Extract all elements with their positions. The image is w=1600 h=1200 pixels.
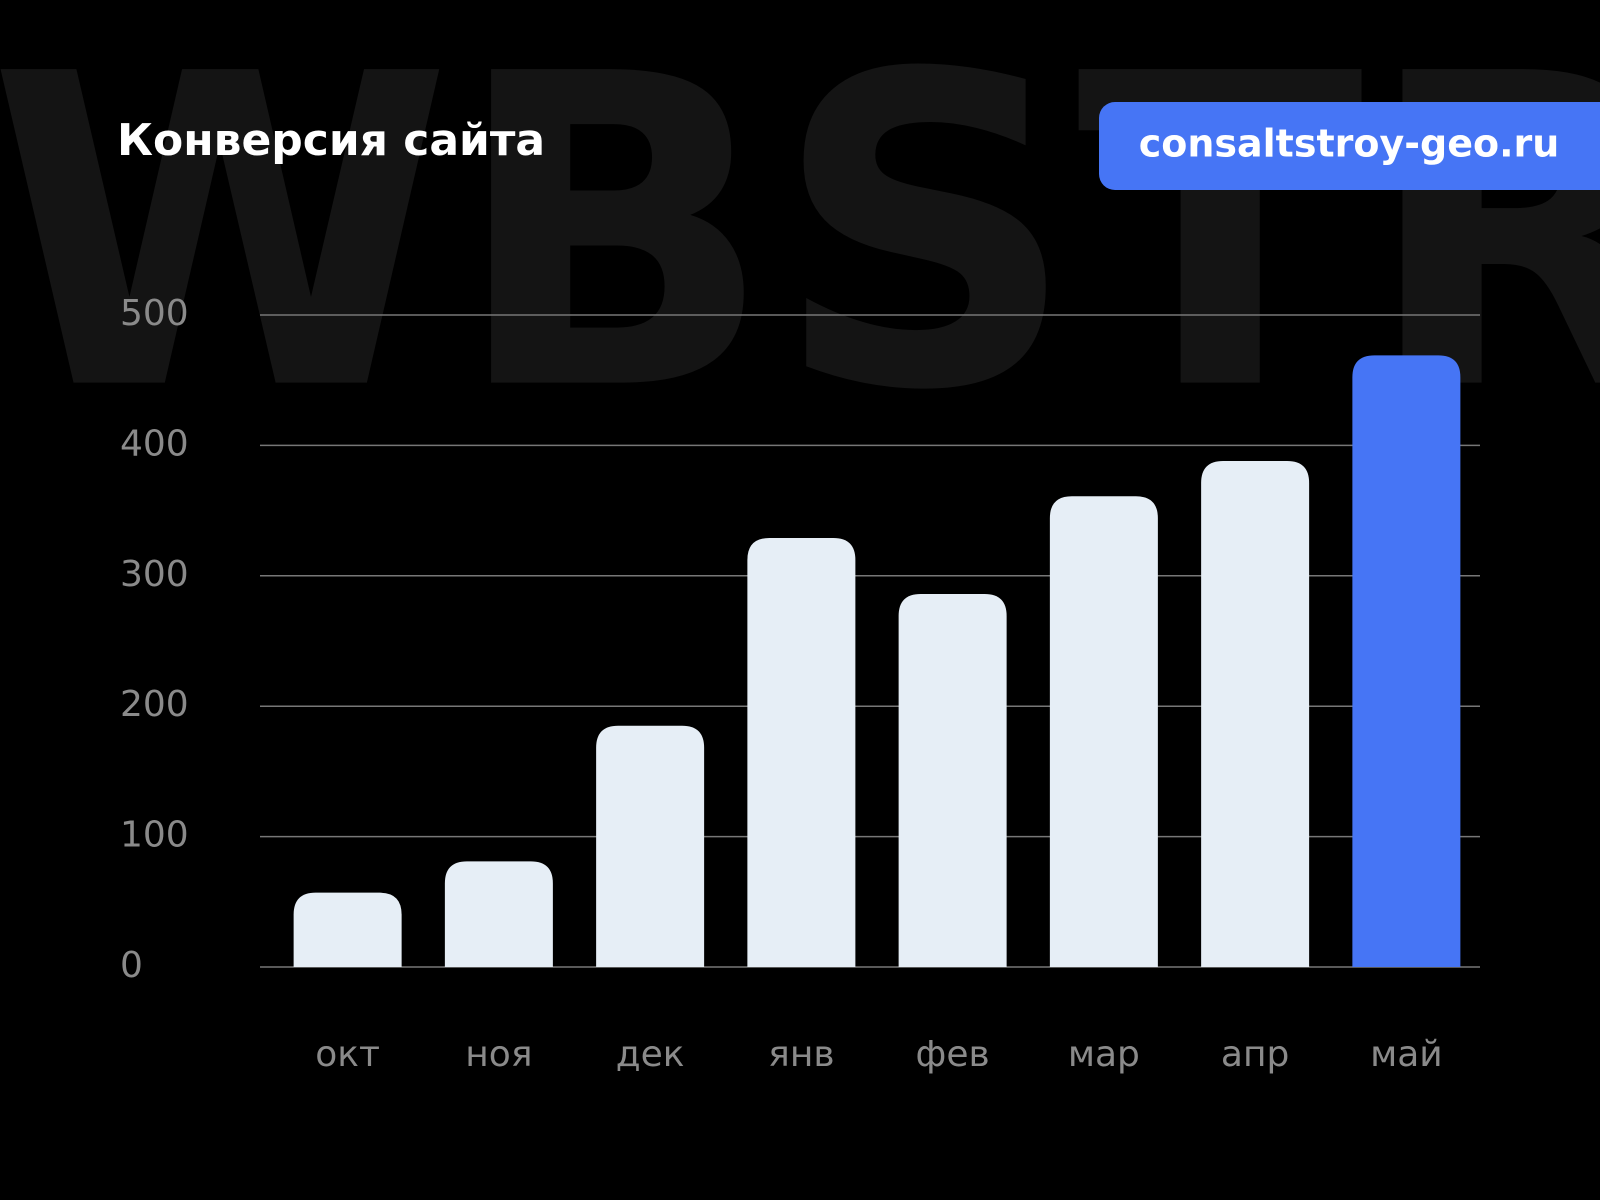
x-tick-label: мар: [1068, 1034, 1140, 1075]
badge: [1099, 102, 1600, 190]
y-tick-label: 0: [120, 945, 143, 986]
bar: [1049, 496, 1158, 967]
x-tick-label: дек: [616, 1034, 685, 1075]
chart-title: Конверсия сайта: [117, 115, 545, 166]
bar: [596, 725, 705, 967]
y-tick-label: 300: [120, 554, 189, 595]
bar: [747, 537, 856, 967]
bar: [293, 892, 402, 967]
bar: [444, 861, 553, 967]
bar: [898, 594, 1007, 967]
y-tick-label: 400: [120, 423, 189, 464]
watermark: WBSTR: [0, 0, 1600, 485]
x-tick-label: окт: [315, 1034, 380, 1075]
y-tick-label: 500: [120, 293, 189, 334]
x-tick-label: май: [1370, 1034, 1443, 1075]
x-tick-label: апр: [1221, 1034, 1289, 1075]
bar: [1201, 461, 1310, 967]
badge-text: consaltstroy-geo.ru: [1139, 122, 1560, 166]
x-tick-label: фев: [916, 1034, 990, 1075]
y-tick-label: 200: [120, 684, 189, 725]
x-tick-label: янв: [768, 1034, 834, 1075]
bar: [1352, 355, 1461, 967]
y-tick-label: 100: [120, 815, 189, 856]
x-tick-label: ноя: [465, 1034, 532, 1075]
